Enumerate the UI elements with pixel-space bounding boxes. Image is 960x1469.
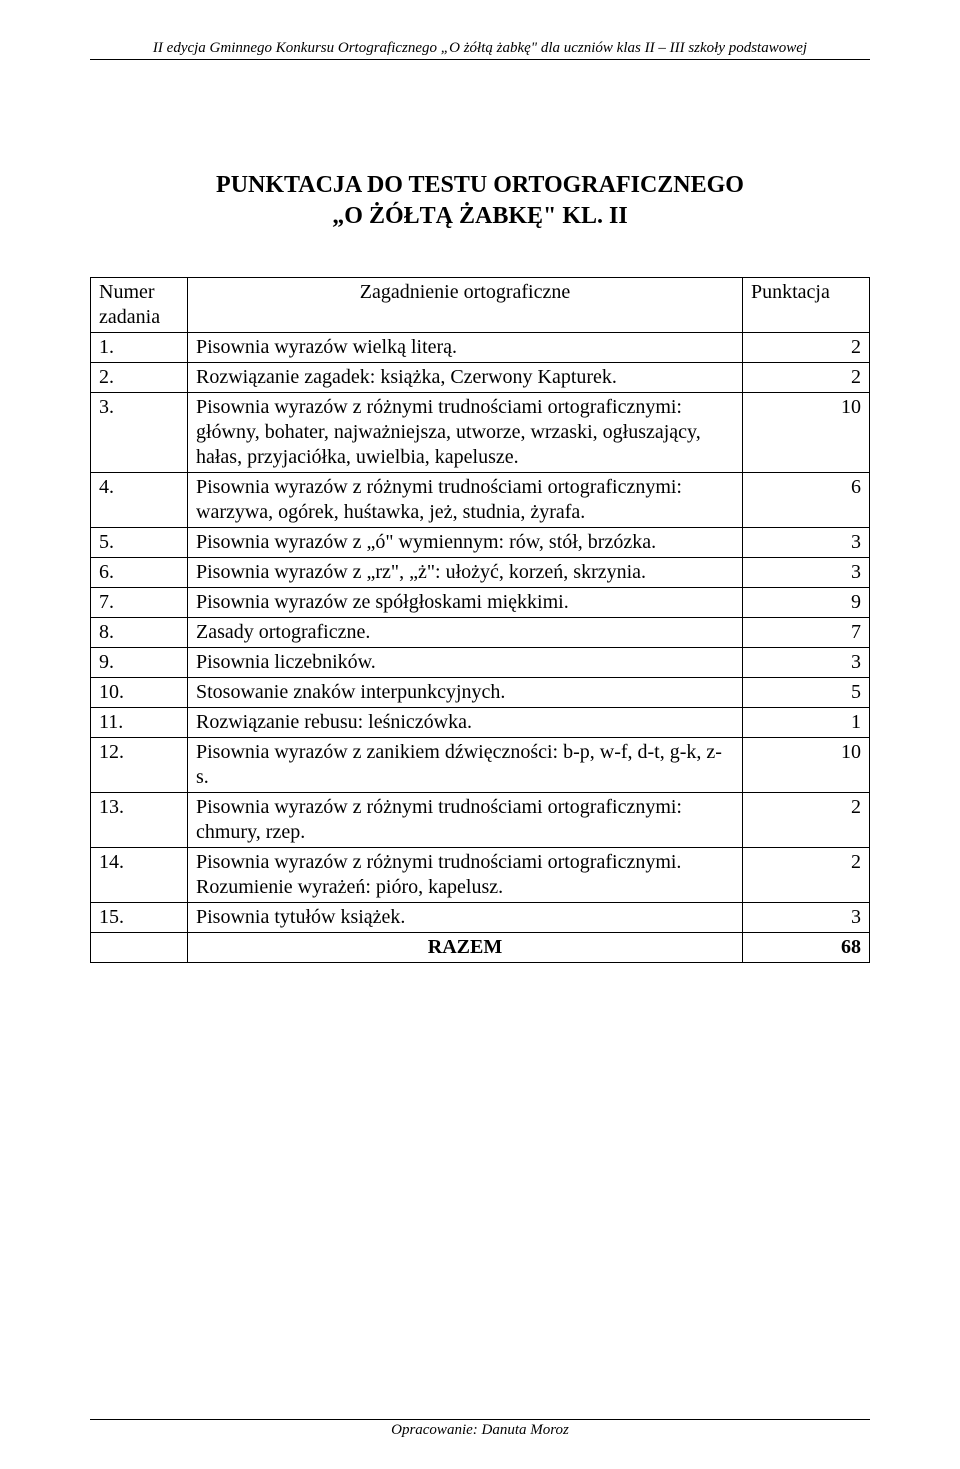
row-desc: Pisownia wyrazów z różnymi trudnościami …	[188, 393, 743, 473]
row-pts: 3	[743, 558, 870, 588]
page: II edycja Gminnego Konkursu Ortograficzn…	[0, 0, 960, 1469]
total-label: RAZEM	[188, 933, 743, 963]
row-num: 9.	[91, 648, 188, 678]
row-pts: 10	[743, 738, 870, 793]
table-row: 12.Pisownia wyrazów z zanikiem dźwięczno…	[91, 738, 870, 793]
row-desc: Rozwiązanie rebusu: leśniczówka.	[188, 708, 743, 738]
row-num: 3.	[91, 393, 188, 473]
row-desc: Pisownia tytułów książek.	[188, 903, 743, 933]
row-num: 11.	[91, 708, 188, 738]
table-row: 1.Pisownia wyrazów wielką literą.2	[91, 333, 870, 363]
table-row: 3.Pisownia wyrazów z różnymi trudnościam…	[91, 393, 870, 473]
row-pts: 1	[743, 708, 870, 738]
row-pts: 7	[743, 618, 870, 648]
row-desc: Pisownia wyrazów z zanikiem dźwięczności…	[188, 738, 743, 793]
page-header: II edycja Gminnego Konkursu Ortograficzn…	[90, 40, 870, 60]
total-value: 68	[743, 933, 870, 963]
row-pts: 9	[743, 588, 870, 618]
table-total-row: RAZEM 68	[91, 933, 870, 963]
row-desc: Stosowanie znaków interpunkcyjnych.	[188, 678, 743, 708]
row-num: 15.	[91, 903, 188, 933]
row-num: 10.	[91, 678, 188, 708]
row-desc: Pisownia wyrazów z różnymi trudnościami …	[188, 473, 743, 528]
row-desc: Pisownia wyrazów ze spółgłoskami miękkim…	[188, 588, 743, 618]
row-desc: Pisownia wyrazów z „ó" wymiennym: rów, s…	[188, 528, 743, 558]
row-num: 1.	[91, 333, 188, 363]
row-num: 5.	[91, 528, 188, 558]
page-title: PUNKTACJA DO TESTU ORTOGRAFICZNEGO „O ŻÓ…	[90, 170, 870, 232]
table-row: 7.Pisownia wyrazów ze spółgłoskami miękk…	[91, 588, 870, 618]
title-line-1: PUNKTACJA DO TESTU ORTOGRAFICZNEGO	[216, 172, 744, 198]
row-desc: Pisownia wyrazów z różnymi trudnościami …	[188, 793, 743, 848]
row-desc: Pisownia wyrazów wielką literą.	[188, 333, 743, 363]
table-row: 13.Pisownia wyrazów z różnymi trudnościa…	[91, 793, 870, 848]
row-pts: 3	[743, 528, 870, 558]
table-row: 14.Pisownia wyrazów z różnymi trudnościa…	[91, 848, 870, 903]
row-num: 14.	[91, 848, 188, 903]
row-pts: 3	[743, 903, 870, 933]
title-line-2: „O ŻÓŁTĄ ŻABKĘ" KL. II	[332, 203, 627, 229]
row-pts: 6	[743, 473, 870, 528]
table-header-row: Numer zadania Zagadnienie ortograficzne …	[91, 278, 870, 333]
row-pts: 2	[743, 848, 870, 903]
row-num: 4.	[91, 473, 188, 528]
table-row: 10.Stosowanie znaków interpunkcyjnych.5	[91, 678, 870, 708]
row-desc: Rozwiązanie zagadek: książka, Czerwony K…	[188, 363, 743, 393]
header-num: Numer zadania	[91, 278, 188, 333]
header-pts: Punktacja	[743, 278, 870, 333]
row-pts: 2	[743, 793, 870, 848]
table-row: 15.Pisownia tytułów książek.3	[91, 903, 870, 933]
row-pts: 10	[743, 393, 870, 473]
row-pts: 3	[743, 648, 870, 678]
table-row: 2.Rozwiązanie zagadek: książka, Czerwony…	[91, 363, 870, 393]
row-num: 6.	[91, 558, 188, 588]
row-pts: 5	[743, 678, 870, 708]
table-row: 4.Pisownia wyrazów z różnymi trudnościam…	[91, 473, 870, 528]
row-num: 13.	[91, 793, 188, 848]
row-desc: Zasady ortograficzne.	[188, 618, 743, 648]
row-num: 8.	[91, 618, 188, 648]
row-pts: 2	[743, 333, 870, 363]
row-desc: Pisownia wyrazów z „rz", „ż": ułożyć, ko…	[188, 558, 743, 588]
row-num: 12.	[91, 738, 188, 793]
table-row: 8.Zasady ortograficzne.7	[91, 618, 870, 648]
table-row: 11.Rozwiązanie rebusu: leśniczówka.1	[91, 708, 870, 738]
table-row: 6.Pisownia wyrazów z „rz", „ż": ułożyć, …	[91, 558, 870, 588]
row-num: 2.	[91, 363, 188, 393]
row-desc: Pisownia liczebników.	[188, 648, 743, 678]
row-desc: Pisownia wyrazów z różnymi trudnościami …	[188, 848, 743, 903]
total-empty	[91, 933, 188, 963]
row-num: 7.	[91, 588, 188, 618]
page-footer: Opracowanie: Danuta Moroz	[90, 1419, 870, 1439]
table-row: 5.Pisownia wyrazów z „ó" wymiennym: rów,…	[91, 528, 870, 558]
scoring-table: Numer zadania Zagadnienie ortograficzne …	[90, 277, 870, 963]
table-row: 9.Pisownia liczebników.3	[91, 648, 870, 678]
header-desc: Zagadnienie ortograficzne	[188, 278, 743, 333]
row-pts: 2	[743, 363, 870, 393]
